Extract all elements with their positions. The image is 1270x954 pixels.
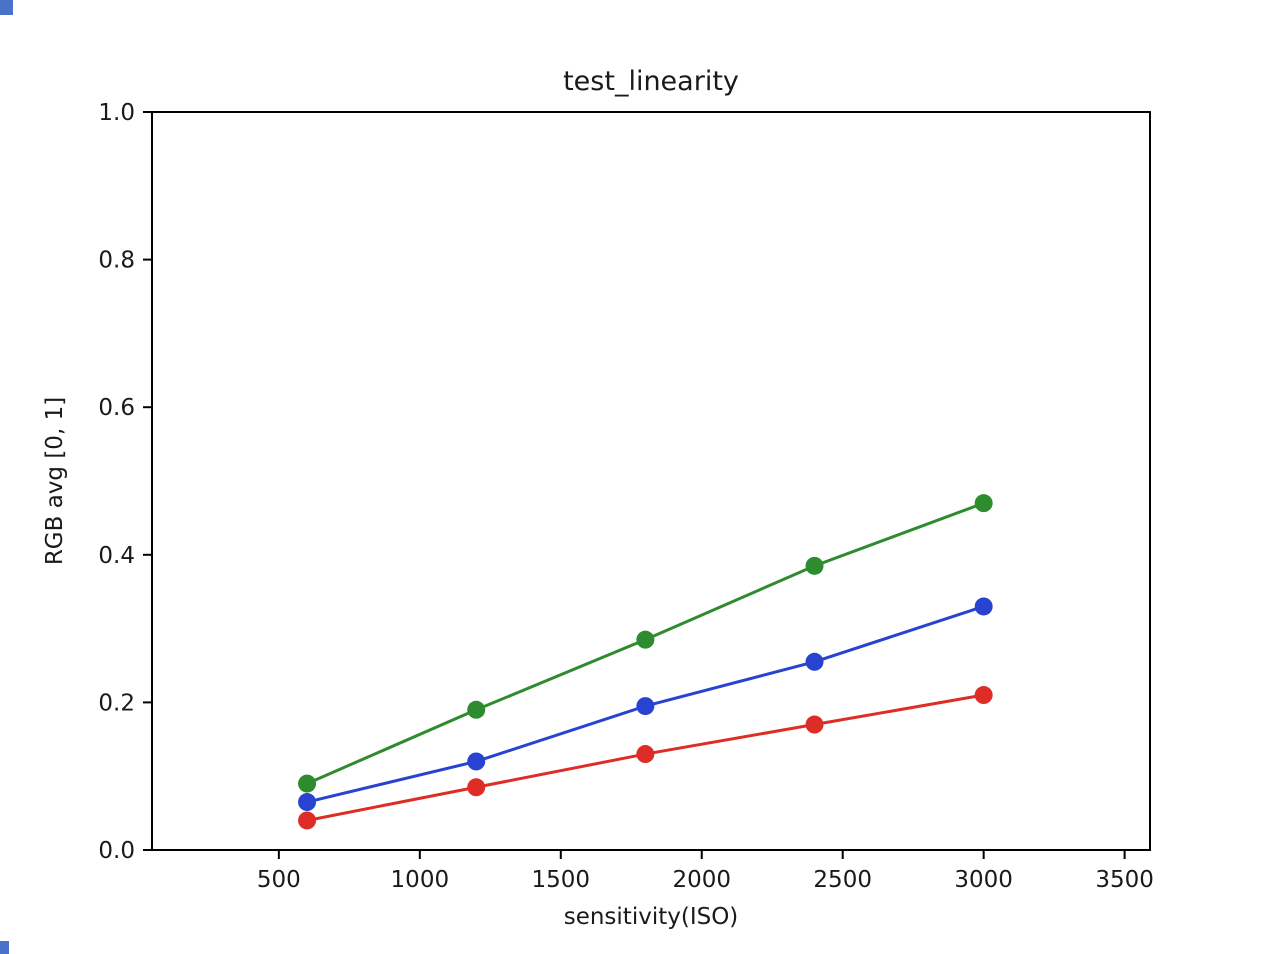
series-marker-green — [805, 556, 824, 575]
x-tick-label: 2000 — [672, 867, 731, 893]
series-marker-blue — [467, 752, 486, 771]
y-axis-label: RGB avg [0, 1] — [42, 397, 68, 565]
x-tick-label: 2500 — [813, 867, 872, 893]
series-marker-blue — [805, 652, 824, 671]
series-marker-red — [974, 686, 993, 705]
y-tick-label: 0.8 — [98, 248, 135, 274]
series-marker-blue — [974, 597, 993, 616]
series-marker-red — [467, 778, 486, 797]
series-marker-green — [467, 700, 486, 719]
x-tick-label: 1500 — [532, 867, 591, 893]
x-tick-label: 500 — [257, 867, 301, 893]
x-tick-label: 3500 — [1095, 867, 1154, 893]
y-tick-label: 0.2 — [98, 690, 135, 716]
series-marker-blue — [636, 697, 655, 716]
series-marker-green — [636, 630, 655, 649]
x-axis-label: sensitivity(ISO) — [564, 904, 739, 930]
series-marker-red — [636, 745, 655, 764]
window-artifact-top-left — [0, 0, 13, 15]
series-marker-green — [298, 774, 317, 793]
series-marker-red — [805, 715, 824, 734]
y-tick-label: 0.0 — [98, 838, 135, 864]
y-tick-label: 1.0 — [98, 100, 135, 126]
window-artifact-bottom-left — [0, 941, 9, 954]
series-marker-red — [298, 811, 317, 830]
chart-title: test_linearity — [563, 66, 739, 97]
y-tick-label: 0.4 — [98, 543, 135, 569]
x-tick-label: 1000 — [391, 867, 450, 893]
y-tick-label: 0.6 — [98, 395, 135, 421]
x-tick-label: 3000 — [954, 867, 1013, 893]
plot-frame — [151, 111, 1151, 851]
series-marker-green — [974, 494, 993, 513]
series-marker-blue — [298, 793, 317, 812]
